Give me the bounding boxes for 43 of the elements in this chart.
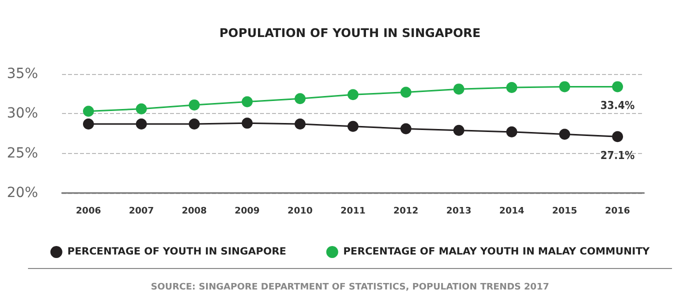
point bbox=[453, 84, 464, 95]
x-tick-label: 2007 bbox=[128, 206, 154, 216]
y-tick-label: 25% bbox=[6, 145, 38, 162]
point bbox=[348, 120, 358, 132]
point bbox=[400, 86, 412, 98]
x-tick-label: 2016 bbox=[605, 206, 630, 216]
point bbox=[294, 118, 306, 130]
point bbox=[82, 106, 94, 117]
point bbox=[242, 118, 253, 129]
x-tick-label: 2011 bbox=[340, 206, 366, 216]
point bbox=[82, 118, 94, 130]
point bbox=[136, 118, 147, 130]
point bbox=[188, 99, 200, 110]
point bbox=[559, 81, 570, 92]
y-tick-label: 20% bbox=[6, 185, 38, 201]
point bbox=[506, 82, 518, 93]
x-tick-label: 2013 bbox=[446, 206, 472, 216]
point bbox=[136, 103, 147, 114]
point bbox=[559, 128, 570, 140]
point bbox=[400, 123, 412, 134]
source-note: SOURCE: SINGAPORE DEPARTMENT OF STATISTICS, POPULATION TRENDS 2017 bbox=[150, 282, 550, 292]
point bbox=[188, 118, 200, 130]
chart-title: POPULATION OF YOUTH IN SINGAPORE bbox=[219, 26, 481, 40]
x-tick-label: 2008 bbox=[182, 206, 207, 216]
point bbox=[348, 89, 358, 100]
x-tick-label: 2014 bbox=[499, 206, 524, 216]
legend-label: PERCENTAGE OF MALAY YOUTH IN MALAY COMMUNITY bbox=[343, 246, 650, 258]
data-label: 27.1% bbox=[600, 149, 635, 162]
point bbox=[612, 131, 624, 142]
x-tick-label: 2012 bbox=[393, 206, 418, 216]
x-tick-label: 2010 bbox=[288, 206, 313, 216]
point bbox=[453, 124, 464, 136]
y-tick-label: 35% bbox=[6, 66, 38, 82]
point bbox=[506, 126, 518, 138]
data-label: 33.4% bbox=[600, 99, 635, 112]
x-tick-label: 2015 bbox=[552, 206, 578, 216]
point bbox=[242, 96, 253, 108]
point bbox=[612, 81, 624, 92]
legend-label: PERCENTAGE OF YOUTH IN SINGAPORE bbox=[67, 246, 286, 258]
point bbox=[294, 93, 306, 104]
x-tick-label: 2009 bbox=[234, 206, 260, 216]
y-tick-label: 30% bbox=[6, 106, 38, 122]
x-tick-label: 2006 bbox=[76, 206, 101, 216]
